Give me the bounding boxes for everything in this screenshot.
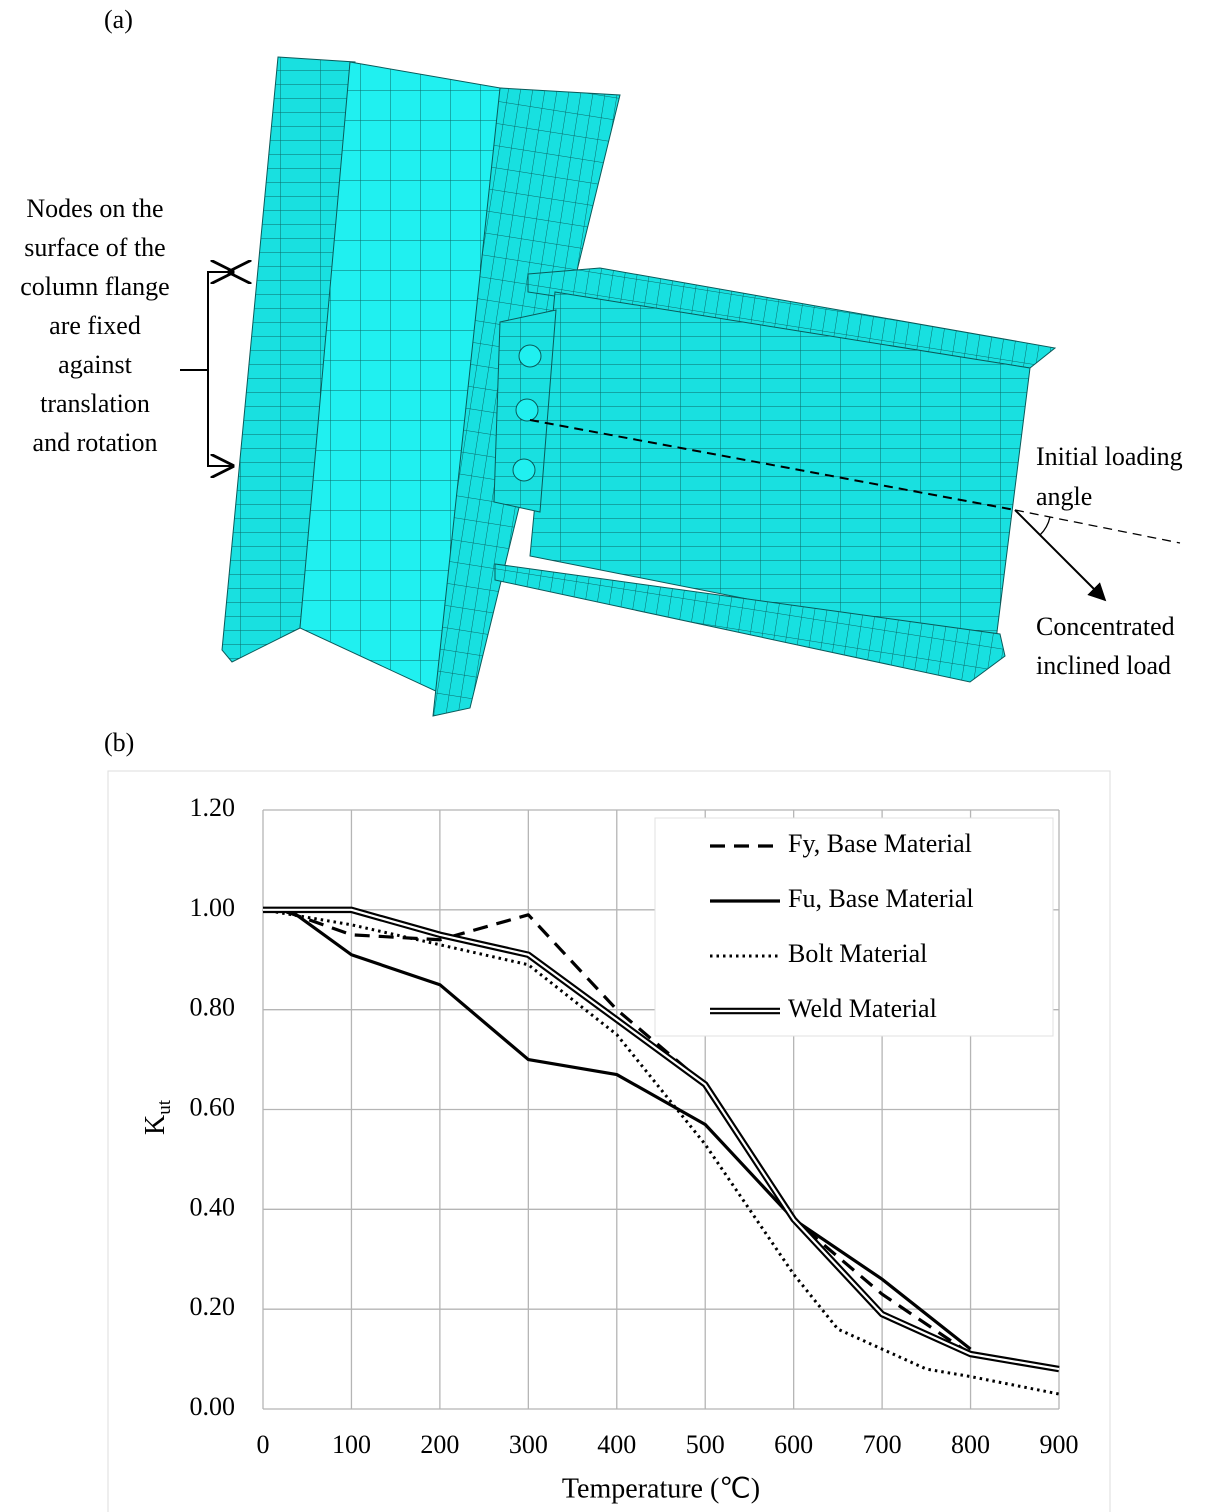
note-line: Nodes on the — [26, 194, 163, 223]
bolt — [519, 345, 541, 367]
x-tick-label: 500 — [686, 1430, 725, 1459]
load-arrow — [1015, 510, 1105, 600]
x-tick-label: 100 — [332, 1430, 371, 1459]
note-line: column flange — [20, 272, 169, 301]
note-line: Initial loading — [1036, 442, 1183, 471]
x-tick-label: 900 — [1040, 1430, 1079, 1459]
panel-label: (a) — [104, 5, 133, 34]
figure: (a) Nodes on the surface of the column fla… — [0, 0, 1210, 1512]
panel-label: (b) — [104, 728, 134, 757]
y-tick-label: 1.20 — [190, 793, 236, 822]
page: (a) Nodes on the surface of the column fla… — [0, 0, 1210, 1512]
x-tick-label: 0 — [257, 1430, 270, 1459]
note-line: translation — [40, 389, 150, 418]
x-tick-label: 600 — [774, 1430, 813, 1459]
note-line: angle — [1036, 482, 1092, 511]
y-axis-title-sub: ut — [154, 1099, 175, 1115]
y-tick-label: 0.00 — [190, 1392, 236, 1421]
note-line: are fixed — [49, 311, 141, 340]
y-tick-label: 0.40 — [190, 1192, 236, 1221]
legend-label: Weld Material — [788, 994, 937, 1023]
x-tick-label: 700 — [863, 1430, 902, 1459]
y-tick-label: 0.80 — [190, 993, 236, 1022]
note-line: and rotation — [33, 428, 158, 457]
reference-line — [1015, 510, 1180, 543]
y-tick-label: 0.20 — [190, 1292, 236, 1321]
chart: 0.00 0.20 0.40 0.60 0.80 1.00 1.20 0 100 200 300 40… — [140, 793, 1078, 1504]
legend-label: Fu, Base Material — [788, 884, 974, 913]
bolt — [513, 459, 535, 481]
angle-arc — [1040, 517, 1050, 535]
x-tick-label: 800 — [951, 1430, 990, 1459]
note-line: Concentrated — [1036, 612, 1175, 641]
note-line: against — [58, 350, 132, 379]
x-axis-title: Temperature (℃) — [562, 1473, 760, 1504]
note-line: inclined load — [1036, 651, 1171, 680]
y-tick-label: 0.60 — [190, 1092, 236, 1121]
y-tick-label: 1.00 — [190, 893, 236, 922]
legend-label: Fy, Base Material — [788, 829, 972, 858]
fe-model — [222, 57, 1055, 716]
y-axis-title: Kut — [140, 1099, 175, 1135]
x-tick-label: 400 — [597, 1430, 636, 1459]
x-tick-label: 200 — [420, 1430, 459, 1459]
y-axis-title-main: K — [140, 1115, 171, 1135]
x-tick-label: 300 — [509, 1430, 548, 1459]
bolt — [516, 399, 538, 421]
note-line: surface of the — [24, 233, 165, 262]
legend-label: Bolt Material — [788, 939, 927, 968]
support-bracket — [208, 272, 230, 466]
